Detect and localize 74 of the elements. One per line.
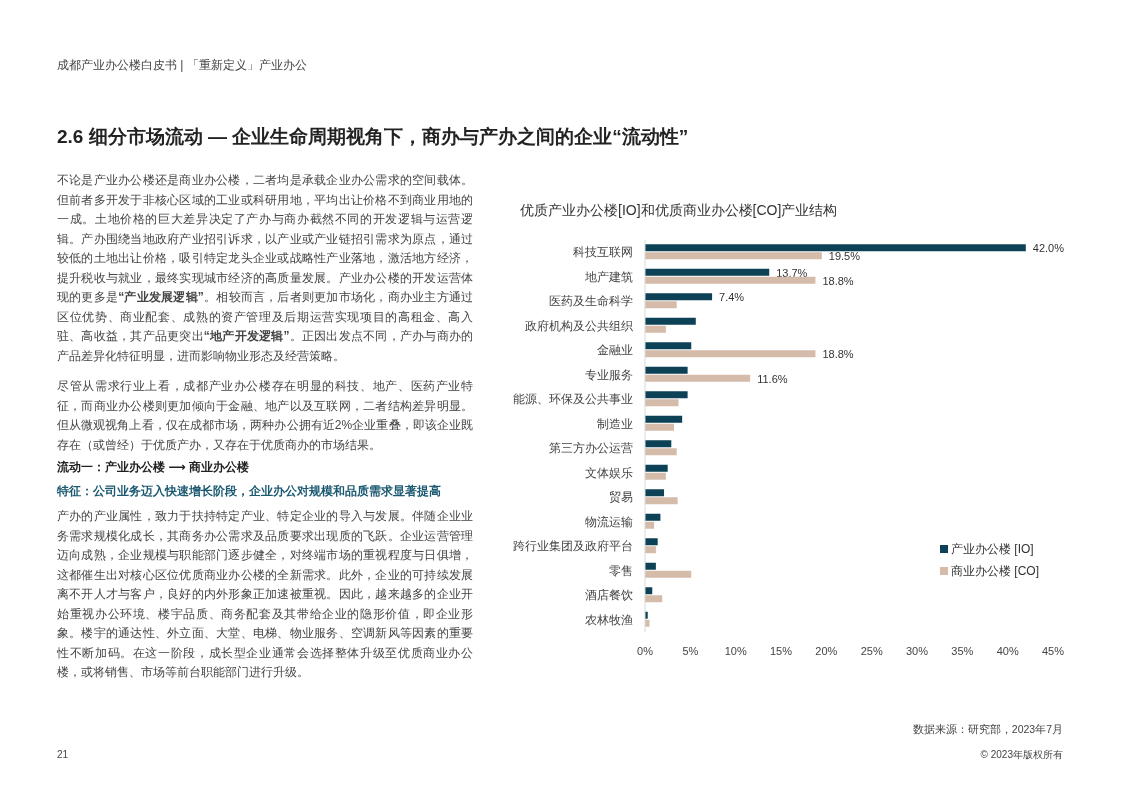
x-tick-label: 35% bbox=[951, 645, 974, 657]
y-tick-label: 科技互联网 bbox=[573, 246, 633, 259]
bar bbox=[645, 268, 770, 276]
data-label: 18.8% bbox=[822, 348, 854, 361]
y-tick-label: 制造业 bbox=[597, 417, 633, 430]
bar bbox=[645, 472, 666, 480]
data-label: 7.4% bbox=[719, 291, 745, 304]
y-tick-label: 跨行业集团及政府平台 bbox=[513, 539, 633, 553]
text: 成都产业办公楼白皮书 | 「重新定义」产业办公 bbox=[57, 58, 307, 72]
x-tick-label: 30% bbox=[905, 645, 929, 657]
bar bbox=[645, 391, 688, 399]
y-tick-label: 专业服务 bbox=[585, 368, 633, 381]
text: 产办的产业属性，致力于扶持特定产业、特定企业的导入与发展。伴随企业业务需求规模化成长，其商务办公需求及品质要求出现质的飞跃。企业运营管理迈向成熟，企业规模与职能部门逐步健全，对终端市场的重视程度与日俱增，这都催生出对核心区位优质商业办公楼的全新需求。此外，企业的可持续发展离不开人才与客户，良好的内外形象正加速被重视。因此，越来越多的企业开始重视办公环境、楼宇品质、商务配套及其带给企业的隐形价值，即企业形象。楼宇的通达性、外立面、大堂、电梯、物业服务、空调新风等因素的重要性不断加码。在这一阶段，成长型企业通常会选择整体升级至优质商业办公楼，或将销售、市场等前台职能部门进行升级。 bbox=[57, 509, 473, 679]
data-label: 11.6% bbox=[757, 372, 788, 385]
bar bbox=[645, 301, 677, 309]
y-tick-label: 地产建筑 bbox=[584, 269, 633, 283]
text: 21 bbox=[57, 749, 69, 760]
x-tick-label: 0% bbox=[637, 645, 654, 657]
bar bbox=[645, 423, 675, 431]
bar bbox=[645, 595, 663, 603]
y-tick-label: 零售 bbox=[609, 564, 633, 577]
text: 特征：公司业务迈入快速增长阶段，企业办公对规模和品质需求显著提高 bbox=[57, 484, 441, 498]
bar bbox=[645, 276, 816, 284]
bar bbox=[645, 399, 679, 407]
y-tick-label: 农林牧渔 bbox=[585, 613, 633, 626]
bar bbox=[645, 415, 683, 423]
x-tick-label: 20% bbox=[815, 645, 838, 657]
y-tick-label: 贸易 bbox=[609, 490, 633, 505]
data-label: 13.7% bbox=[776, 266, 808, 279]
bar bbox=[645, 374, 751, 382]
data-label: 42.0% bbox=[1032, 242, 1065, 255]
bar bbox=[645, 293, 713, 301]
legend-label: 商业办公楼 [CO] bbox=[951, 564, 1040, 578]
x-tick-label: 5% bbox=[682, 645, 699, 657]
bar bbox=[645, 342, 692, 350]
bar bbox=[645, 448, 677, 456]
bar bbox=[645, 489, 665, 497]
y-tick-label: 能源、环保及公共事业 bbox=[513, 393, 633, 406]
text: 尽管从需求行业上看，成都产业办公楼存在明显的科技、地产、医药产业特征，而商业办公楼则更加倾向于金融、地产以及互联网，二者结构差异明显。但从微观视角上看，仅在成都市场，两种办公拥有近2%企业重叠，即该企业既存在（或曾经）于优质产办，又存在于优质商办的市场结果。 bbox=[57, 379, 473, 452]
bar bbox=[645, 538, 658, 546]
bar bbox=[645, 464, 668, 472]
bar bbox=[645, 562, 656, 570]
y-tick-label: 政府机构及公共组织 bbox=[525, 318, 633, 332]
y-tick-label: 酒店餐饮 bbox=[585, 588, 633, 602]
y-tick-label: 文体娱乐 bbox=[585, 465, 633, 479]
bar bbox=[645, 325, 666, 333]
text: 不论是产业办公楼还是商业办公楼，二者均是承载企业办公需求的空间载体。但前者多开发于非核心区域的工业或科研用地，平均出让价格不到商业用地的一成。土地价格的巨大差异决定了产办与商办截然不同的开发逻辑与运营逻辑。产办围绕当地政府产业招引诉求，以产业或产业链招引需求为原点，通过较低的土地出让价格，吸引特定龙头企业或战略性产业落地，激活地方经济，提升税收与就业，最终实现城市经济的高质量发展。产业办公楼的开发运营体现的更多是“产业发展逻辑”。相较而言，后者则更加市场化，商办业主方通过区位优势、商业配套、成熟的资产管理及后期运营实现项目的高租金、高入驻、高收益，其产品更突出“地产开发逻辑”。正因出发点不同，产办与商办的产品差异化特征明显，进而影响物业形态及经营策略。 bbox=[57, 173, 474, 363]
y-tick-label: 物流运输 bbox=[585, 514, 633, 528]
legend-label: 产业办公楼 [IO] bbox=[951, 542, 1034, 556]
bar bbox=[645, 440, 672, 448]
text: © 2023年版权所有 bbox=[980, 749, 1063, 760]
bar bbox=[645, 252, 822, 260]
y-tick-label: 医药及生命科学 bbox=[549, 295, 633, 308]
bar bbox=[645, 570, 692, 578]
bar bbox=[645, 497, 678, 505]
bar bbox=[645, 350, 816, 358]
y-tick-label: 第三方办公运营 bbox=[549, 441, 633, 455]
bar bbox=[645, 513, 661, 521]
text: 2.6 细分市场流动 — 企业生命周期视角下，商办与产办之间的企业“流动性” bbox=[57, 126, 689, 147]
bar bbox=[645, 317, 696, 325]
x-tick-label: 45% bbox=[1041, 645, 1065, 657]
bar bbox=[645, 244, 1026, 252]
x-tick-label: 25% bbox=[860, 645, 883, 657]
chart-title: 优质产业办公楼[IO]和优质商业办公楼[CO]产业结构 bbox=[520, 202, 838, 218]
text: 流动一：产业办公楼 ⟶ 商业办公楼 bbox=[57, 460, 249, 474]
data-label: 19.5% bbox=[828, 250, 861, 263]
bar bbox=[645, 366, 688, 374]
y-tick-label: 金融业 bbox=[597, 344, 633, 357]
bar bbox=[645, 546, 656, 554]
x-tick-label: 10% bbox=[724, 645, 747, 657]
x-tick-label: 15% bbox=[769, 645, 793, 657]
data-label: 18.8% bbox=[822, 274, 854, 287]
x-tick-label: 40% bbox=[996, 645, 1019, 657]
source-note: 数据来源：研究部，2023年7月 bbox=[912, 723, 1063, 735]
